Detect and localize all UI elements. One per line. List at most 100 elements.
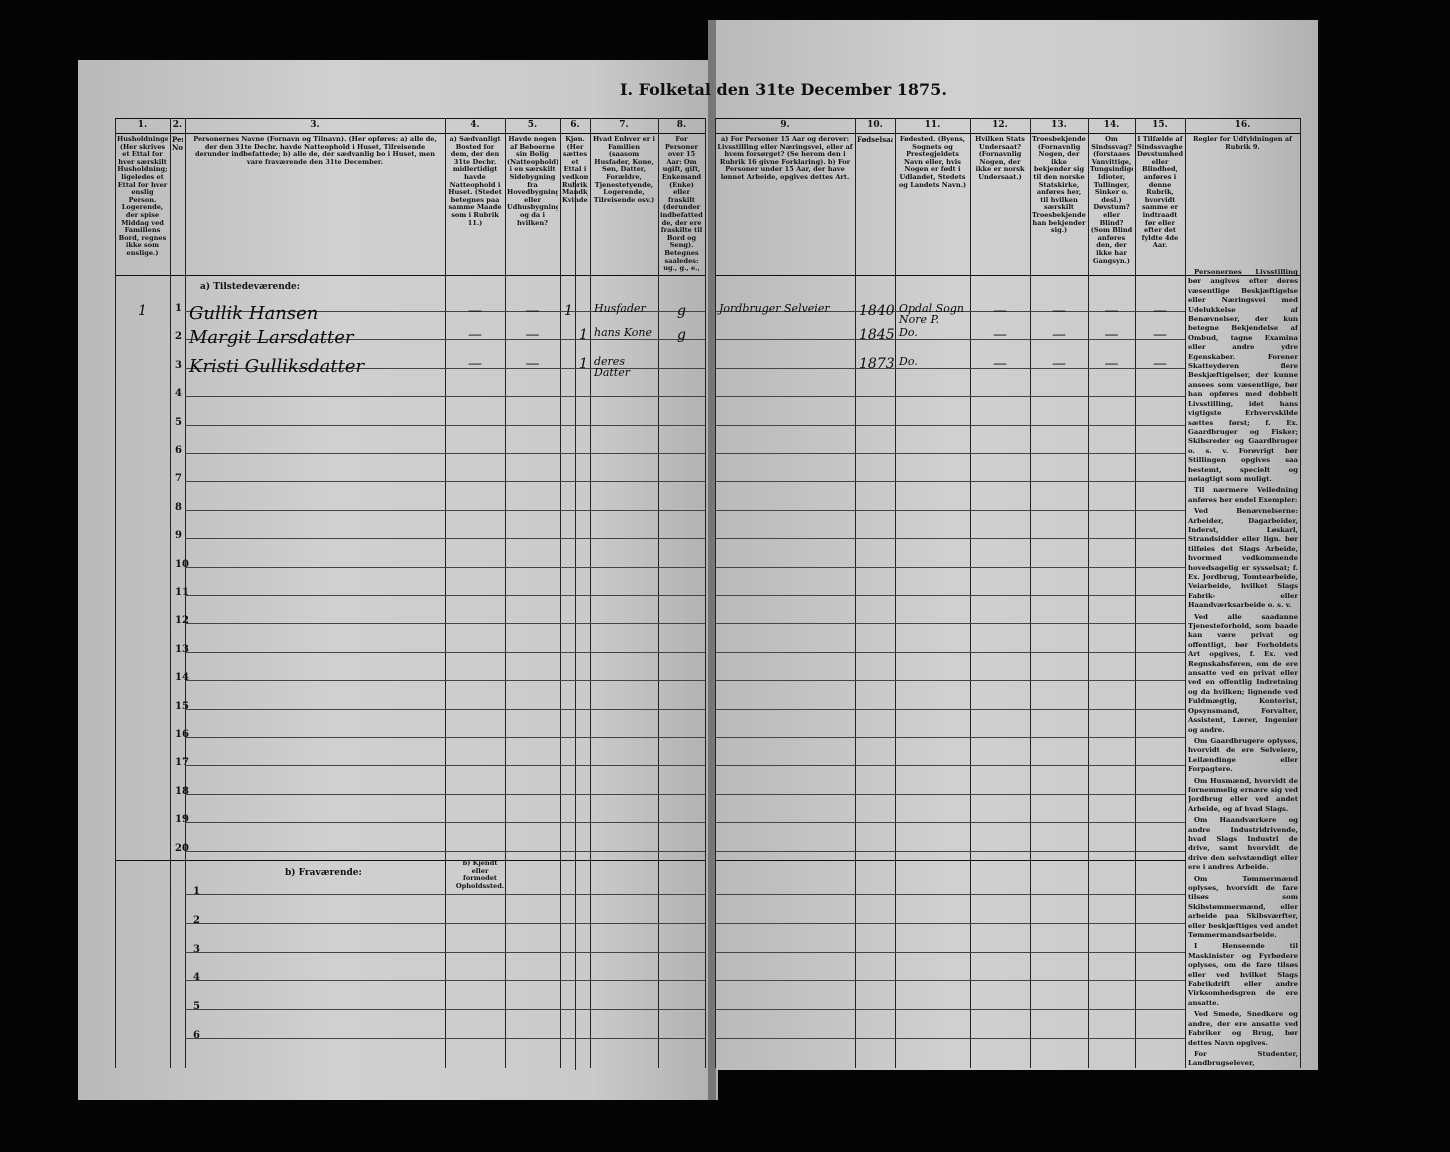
- row-number: 2: [193, 914, 200, 926]
- row-rule: [715, 339, 1185, 341]
- entry-onset: —: [1153, 355, 1167, 372]
- column-number: 1.: [137, 120, 148, 130]
- row-rule: [185, 595, 705, 596]
- row-rule: [715, 765, 1185, 767]
- column-header: Havde nogen af Beboerne sin Bolig (Natte…: [507, 136, 558, 227]
- entry-female: 1: [579, 355, 588, 372]
- column-rule: [1135, 118, 1136, 1068]
- entry-subject: —: [993, 355, 1007, 372]
- entry-onset: —: [1153, 303, 1167, 319]
- entry-household: 1: [138, 303, 147, 319]
- row-rule: [185, 708, 705, 710]
- row-rule: [185, 793, 705, 795]
- row-rule: [185, 623, 705, 625]
- row-rule: [185, 894, 705, 895]
- row-number: 1: [175, 303, 182, 314]
- row-number: 15: [175, 700, 189, 712]
- row-rule: [715, 793, 1185, 795]
- entry-subject: —: [993, 303, 1007, 319]
- entry-name: Kristi Gulliksdatter: [189, 355, 365, 377]
- column-number: 2.: [172, 120, 183, 130]
- row-rule: [715, 396, 1185, 398]
- row-number: 2: [175, 331, 182, 343]
- row-rule: [715, 708, 1185, 710]
- row-rule: [715, 1038, 1185, 1039]
- column-rule: [658, 118, 659, 1068]
- row-number: 14: [175, 672, 189, 684]
- row-number: 7: [175, 473, 182, 485]
- column-header: Hvilken Stats Undersaat? (Fornavnlig Nog…: [975, 136, 1025, 181]
- row-rule: [185, 481, 705, 483]
- column-number: 6.: [570, 120, 580, 130]
- row-number: 3: [193, 943, 200, 955]
- column-number: 14.: [1103, 120, 1120, 130]
- rule: [715, 275, 1300, 276]
- entry-position: hans Kone: [594, 326, 653, 340]
- column-number: 12.: [992, 120, 1008, 130]
- row-number: 6: [193, 1030, 200, 1041]
- column-header: For Personer over 15 Aar: Om ugift, gift…: [660, 136, 703, 273]
- column-rule: [590, 118, 591, 1068]
- rule: [115, 860, 705, 861]
- row-rule: [185, 424, 705, 426]
- column-rule: [705, 118, 706, 1068]
- instruction-paragraph: For Studenter, Landbrugselever, Skoledis…: [1188, 1049, 1298, 1068]
- column-header: I Tilfælde af Sindssvaghed, Døvstumhed e…: [1137, 136, 1183, 250]
- column-header: Fødselsaar.: [857, 136, 893, 144]
- column-number: 5.: [527, 120, 538, 130]
- entry-birthplace: Do.: [899, 354, 918, 368]
- right-page: [708, 20, 1318, 1070]
- entry-birthplace: Opdal Sogn Nore P.: [899, 302, 964, 326]
- column-number: 16.: [1234, 120, 1251, 130]
- row-number: 4: [175, 388, 182, 400]
- row-rule: [715, 481, 1185, 483]
- entry-female: 1: [579, 327, 588, 344]
- row-number: 19: [175, 814, 189, 826]
- row-rule: [715, 951, 1185, 953]
- row-rule: [715, 894, 1185, 895]
- rule: [115, 118, 705, 119]
- entry-infirmity: —: [1104, 327, 1119, 344]
- column-rule: [185, 118, 186, 1068]
- entry-occupation: Jordbruger Selveier: [719, 302, 830, 315]
- row-rule: [185, 850, 705, 852]
- instruction-paragraph: Ved Smede, Snedkere og andre, der ere an…: [1188, 1010, 1298, 1047]
- row-rule: [715, 595, 1185, 596]
- row-rule: [715, 538, 1185, 540]
- column-header: Regler for Udfyldningen af Rubrik 9.: [1193, 136, 1292, 151]
- instruction-paragraph: Til nærmere Veiledning anføres her endel…: [1188, 486, 1298, 504]
- row-rule: [185, 566, 705, 568]
- entry-birth-year: 1845: [859, 327, 895, 344]
- instruction-paragraph: Ved alle saadanne Tjenesteforhold, som b…: [1188, 612, 1298, 734]
- section-note: b) Kjendt eller formodet Opholdssted.: [455, 860, 505, 890]
- row-rule: [185, 680, 705, 682]
- column-rule: [445, 118, 446, 1068]
- row-rule: [185, 922, 705, 924]
- row-number: 6: [175, 445, 182, 456]
- column-header: Personernes No.: [172, 136, 183, 152]
- entry-marital: g: [677, 327, 686, 344]
- row-number: 9: [175, 530, 182, 542]
- column-rule: [1300, 118, 1301, 1068]
- column-number: 15.: [1152, 120, 1168, 130]
- column-number: 3.: [310, 120, 320, 130]
- row-rule: [715, 566, 1185, 568]
- entry-building: —: [525, 327, 540, 344]
- column-number: 9.: [780, 120, 790, 130]
- rule: [115, 275, 705, 276]
- row-rule: [185, 822, 705, 824]
- entry-infirmity: —: [1104, 355, 1119, 372]
- row-rule: [185, 737, 705, 738]
- column-header: Troesbekjendelse. (Fornavnlig Nogen, der…: [1032, 136, 1086, 235]
- column-rule: [895, 118, 896, 1068]
- row-number: 11: [175, 587, 189, 598]
- column-rule: [505, 118, 506, 1068]
- title: I. Folketal den 31te December 1875.: [620, 80, 947, 99]
- row-rule: [715, 453, 1185, 454]
- row-rule: [715, 651, 1185, 653]
- row-rule: [715, 850, 1185, 852]
- column-header: Om Sindssvag? (forstaaes Vanvittige, Tun…: [1090, 136, 1133, 265]
- column-number: 11.: [924, 120, 941, 130]
- row-number: 8: [175, 501, 182, 513]
